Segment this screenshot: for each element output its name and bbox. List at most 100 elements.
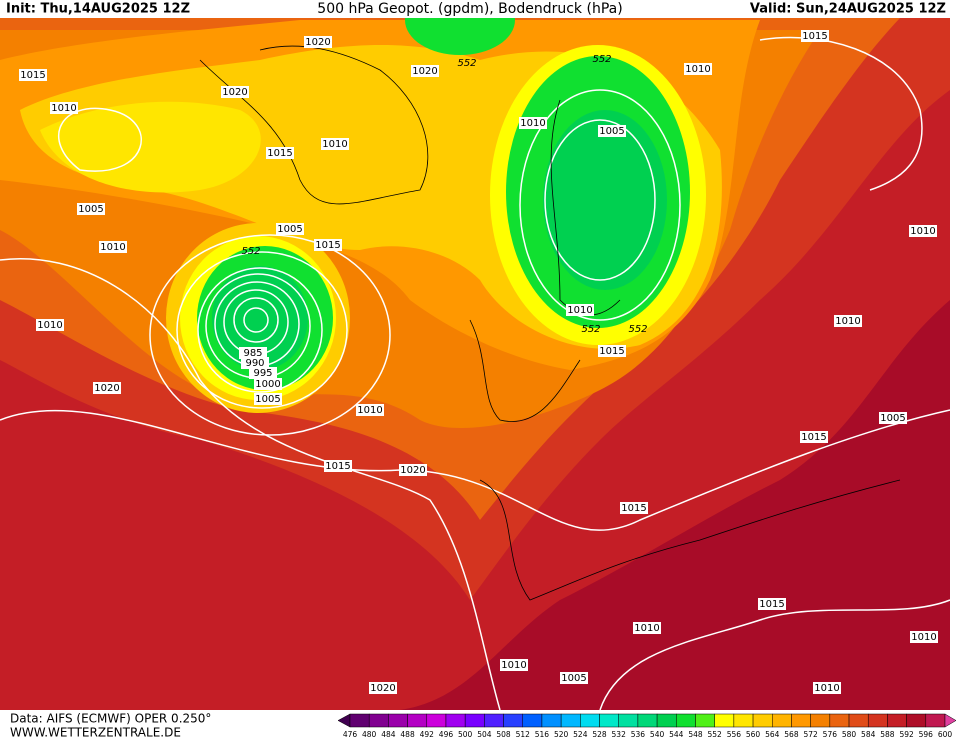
scale-swatch [829,713,850,728]
label-box [399,464,427,476]
label-box [241,357,269,369]
isobar-label: 1020 [305,37,330,48]
label-box [369,682,397,694]
scale-label: 560 [746,730,761,739]
label-box [314,239,342,251]
isobar-label: 1005 [78,204,103,215]
label-box [249,367,277,379]
label-box [254,393,282,405]
scale-swatch [676,713,696,728]
scale-swatch [368,713,389,728]
label-box [321,138,349,150]
isobar-label: 1020 [400,465,425,476]
scale-swatch [426,713,447,728]
scale-label: 516 [535,730,550,739]
scale-label: 588 [880,730,895,739]
label-box [266,147,294,159]
geopotential-label: 552 [628,324,647,335]
label-box [356,404,384,416]
label-box [254,378,282,390]
label-box [684,63,712,75]
scale-swatch [388,713,408,728]
isobar-label: 1015 [267,148,292,159]
map-field [0,0,950,710]
scale-swatch [887,713,907,728]
isobar-label: 1020 [94,383,119,394]
scale-label: 592 [899,730,914,739]
scale-arrow [944,713,957,728]
label-box [50,102,78,114]
isobar-label: 1005 [255,394,280,405]
scale-swatch [733,713,754,728]
isobar-label: 1005 [561,673,586,684]
isobar-label: 1015 [621,503,646,514]
geopotential-label: 552 [241,246,260,257]
isobar-label: 1005 [599,126,624,137]
scale-swatch [695,713,715,728]
scale-label: 524 [573,730,588,739]
isobar-label: 1010 [520,118,545,129]
isobar-label: 1005 [277,224,302,235]
isobar-label: 1015 [315,240,340,251]
label-box [598,125,626,137]
label-box [909,225,937,237]
isobar-label: 1010 [51,103,76,114]
label-box [276,223,304,235]
scale-label: 492 [420,730,435,739]
scale-label: 580 [842,730,857,739]
scale-swatch [867,713,888,728]
isobar-label: 1000 [255,379,280,390]
scale-label: 564 [765,730,780,739]
scale-label: 576 [823,730,838,739]
isobar-label: 1010 [501,660,526,671]
scale-swatch [407,713,428,728]
scale-swatch [541,713,562,728]
isobar-label: 1010 [357,405,382,416]
scale-swatch [445,713,466,728]
scale-label: 584 [861,730,876,739]
label-box [834,315,862,327]
scale-swatch [464,713,485,728]
isobar-label: 1010 [910,226,935,237]
label-box [560,672,588,684]
isobar-label: 995 [253,368,272,379]
label-box [620,502,648,514]
scale-label: 520 [554,730,569,739]
label-box [801,30,829,42]
scale-swatch [503,713,523,728]
scale-label: 496 [439,730,454,739]
scale-swatch [599,713,619,728]
label-box [598,345,626,357]
label-box [879,412,907,424]
label-box [36,319,64,331]
isobar-label: 1010 [835,316,860,327]
isobar-label: 1010 [37,320,62,331]
geopotential-label: 552 [457,58,476,69]
scale-label: 500 [458,730,473,739]
isobar-label: 985 [243,348,262,359]
label-box [910,631,938,643]
scale-label: 600 [938,730,953,739]
isobar-label: 1010 [322,139,347,150]
scale-label: 568 [784,730,799,739]
isobar-label: 1015 [325,461,350,472]
scale-label: 480 [362,730,377,739]
isobar-label: 1010 [814,683,839,694]
scale-swatch [580,713,600,728]
label-box [800,431,828,443]
isobar-label: 1010 [567,305,592,316]
isobar-label: 1010 [911,632,936,643]
isobar-label: 1020 [412,66,437,77]
scale-label: 508 [496,730,511,739]
scale-label: 540 [650,730,665,739]
label-box [77,203,105,215]
scale-swatch [484,713,504,728]
scale-swatch [656,713,677,728]
isobar-label: 1010 [685,64,710,75]
label-box [99,241,127,253]
isobar-label: 1005 [880,413,905,424]
label-box [758,598,786,610]
scale-swatch [791,713,811,728]
label-box [19,69,47,81]
label-box [633,622,661,634]
